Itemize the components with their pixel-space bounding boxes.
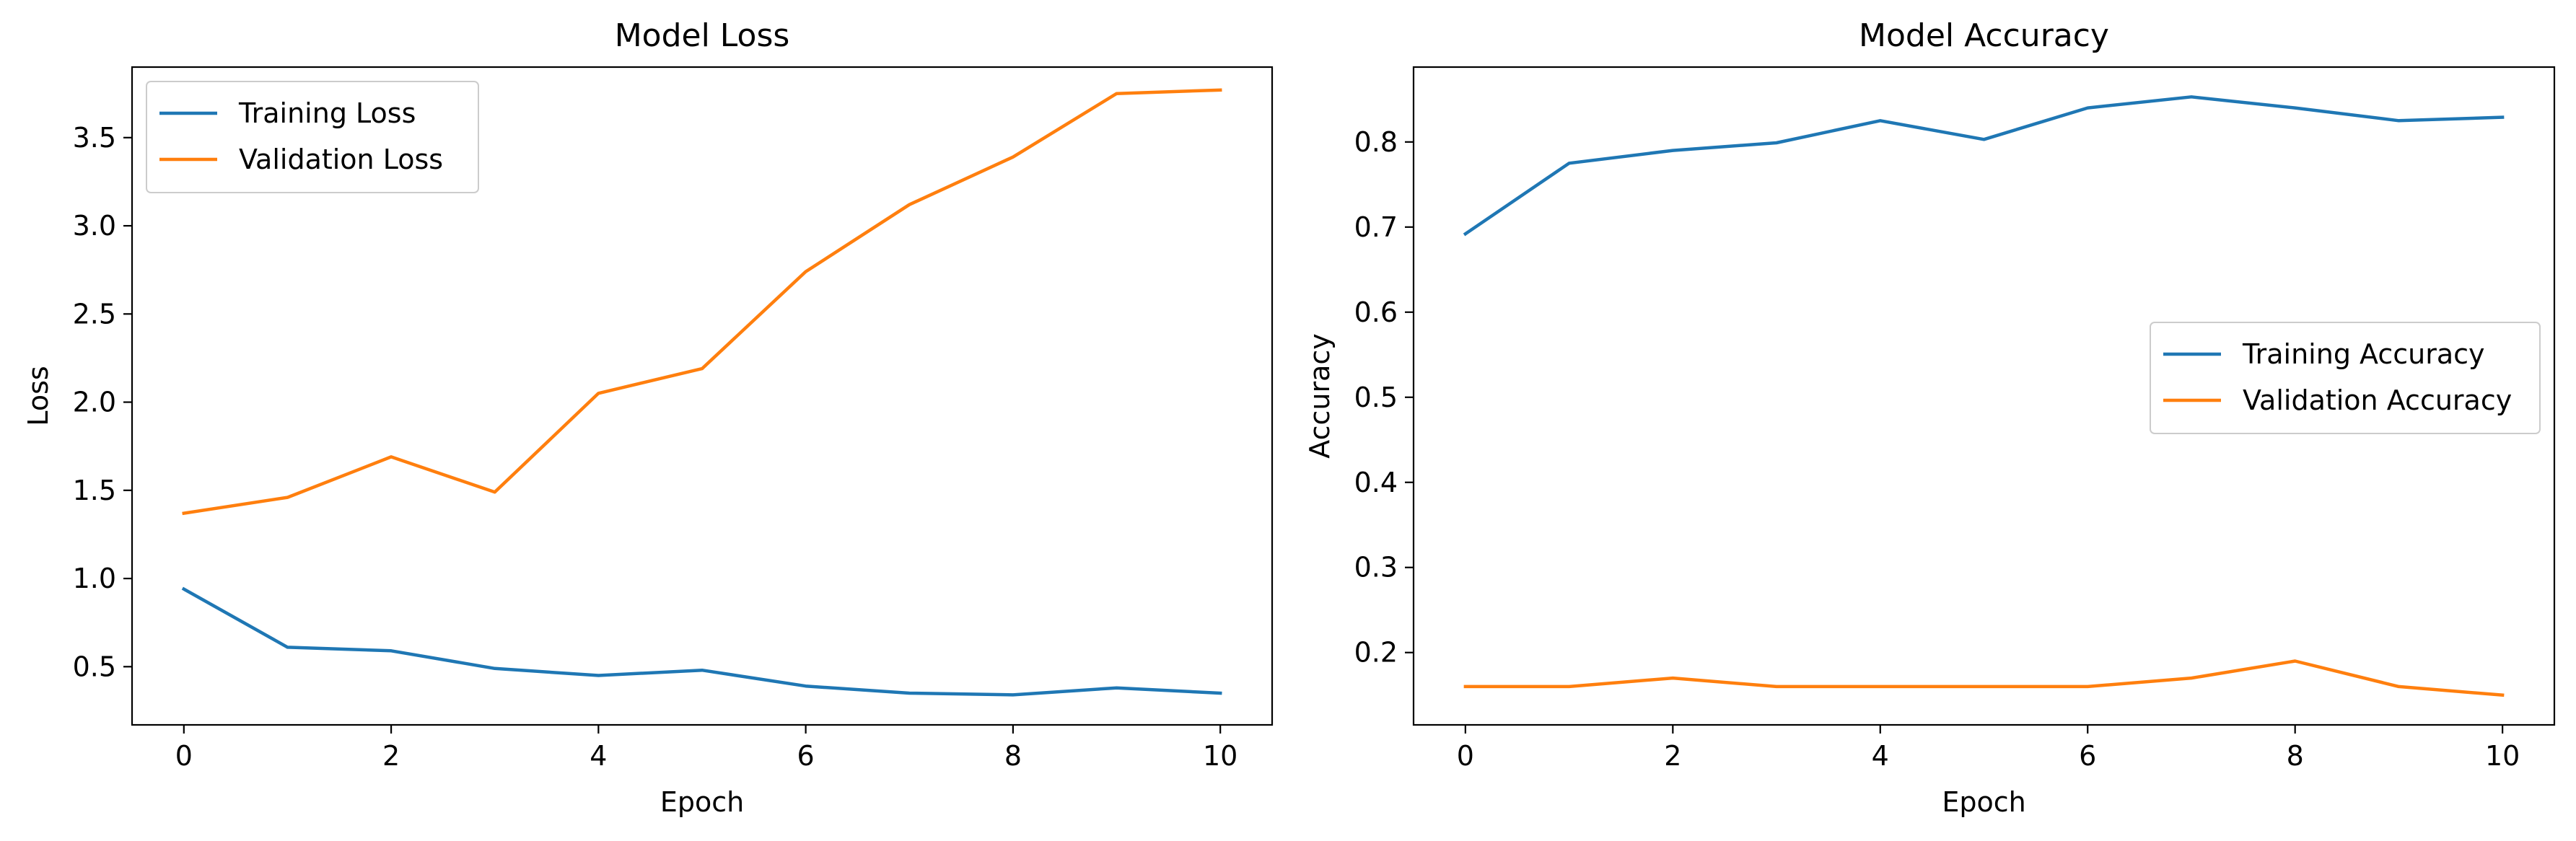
loss-xtick-label: 10 — [1203, 740, 1237, 772]
loss-chart-title: Model Loss — [615, 17, 790, 54]
loss-xtick-label: 2 — [382, 740, 400, 772]
accuracy-chart-series — [1463, 95, 2505, 697]
loss-xtick-label: 8 — [1004, 740, 1022, 772]
loss-xtick-label: 0 — [175, 740, 193, 772]
accuracy-chart-frame — [1412, 66, 2556, 726]
loss-chart-legend: Training Loss Validation Loss — [146, 81, 479, 193]
loss-chart-frame — [131, 66, 1274, 726]
accuracy-chart-legend: Training Accuracy Validation Accuracy — [2150, 322, 2541, 434]
loss-chart-ylabel: Loss — [22, 366, 54, 426]
accuracy-xtick-label: 2 — [1664, 740, 1681, 772]
loss-ytick-label: 3.0 — [73, 210, 116, 242]
accuracy-legend-box — [2150, 322, 2541, 434]
accuracy-chart-xlabel: Epoch — [1942, 786, 2025, 818]
accuracy-chart: Model Accuracy Epoch Accuracy 0 2 4 6 8 10 0.2… — [1304, 17, 2556, 818]
loss-ytick-label: 1.5 — [73, 475, 116, 506]
accuracy-chart-ticks: 0 2 4 6 8 10 0.2 0.3 0.4 0.5 0.6 0.7 0.8 — [1354, 126, 2520, 772]
loss-chart-xlabel: Epoch — [660, 786, 744, 818]
loss-legend-label: Training Loss — [238, 97, 416, 129]
accuracy-legend-label: Training Accuracy — [2242, 338, 2485, 370]
accuracy-xtick-label: 10 — [2485, 740, 2520, 772]
accuracy-series-line-validation — [1463, 659, 2505, 697]
loss-chart: Model Loss Epoch Loss 0 2 4 6 8 10 0.5 1.0 1.5 2.… — [22, 17, 1274, 818]
accuracy-chart-title: Model Accuracy — [1859, 17, 2109, 54]
accuracy-ytick-label: 0.7 — [1354, 211, 1398, 243]
accuracy-chart-ylabel: Accuracy — [1304, 333, 1336, 459]
loss-ytick-label: 1.0 — [73, 563, 116, 594]
accuracy-ytick-label: 0.4 — [1354, 467, 1398, 498]
accuracy-ytick-label: 0.6 — [1354, 296, 1398, 328]
loss-ytick-label: 2.5 — [73, 298, 116, 330]
accuracy-xtick-label: 4 — [1872, 740, 1889, 772]
loss-ytick-label: 3.5 — [73, 122, 116, 154]
loss-chart-ticks: 0 2 4 6 8 10 0.5 1.0 1.5 2.0 2.5 3.0 3.5 — [73, 122, 1238, 772]
loss-chart-series — [181, 88, 1222, 697]
accuracy-legend-label: Validation Accuracy — [2243, 384, 2512, 416]
loss-series-line-training — [181, 586, 1222, 697]
accuracy-ytick-label: 0.2 — [1354, 637, 1398, 669]
accuracy-xtick-label: 6 — [2079, 740, 2096, 772]
loss-ytick-label: 0.5 — [73, 651, 116, 682]
loss-ytick-label: 2.0 — [73, 387, 116, 418]
accuracy-series-line-training — [1463, 95, 2505, 237]
loss-legend-label: Validation Loss — [239, 144, 443, 175]
accuracy-xtick-label: 8 — [2287, 740, 2304, 772]
loss-legend-box — [146, 81, 479, 193]
accuracy-ytick-label: 0.3 — [1354, 552, 1398, 584]
accuracy-ytick-label: 0.8 — [1354, 126, 1398, 158]
accuracy-xtick-label: 0 — [1457, 740, 1474, 772]
loss-xtick-label: 4 — [590, 740, 607, 772]
loss-xtick-label: 6 — [797, 740, 815, 772]
loss-series-line-validation — [182, 88, 1222, 516]
accuracy-ytick-label: 0.5 — [1354, 382, 1398, 413]
